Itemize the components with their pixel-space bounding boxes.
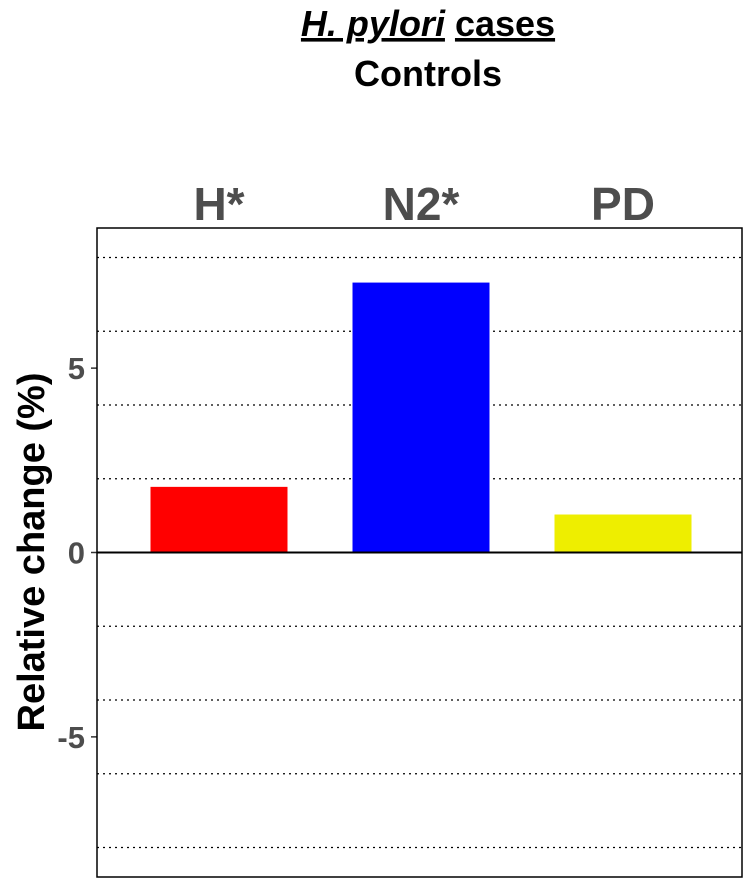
chart-subtitle: Controls (354, 53, 502, 94)
category-label: H* (193, 178, 244, 230)
bar (554, 514, 692, 553)
plot-border (96, 227, 743, 878)
bar (150, 486, 288, 553)
y-tick-label: 0 (68, 536, 85, 571)
category-label: N2* (383, 178, 460, 230)
y-tick-label: -5 (57, 720, 85, 755)
y-axis-label: Relative change (%) (11, 373, 53, 732)
bar (352, 282, 490, 553)
y-tick-label: 5 (68, 351, 85, 386)
chart-title: H. pylori cases (301, 3, 555, 44)
title-italic: H. pylori (301, 3, 446, 44)
title-rest: cases (455, 3, 555, 44)
category-label: PD (591, 178, 655, 230)
